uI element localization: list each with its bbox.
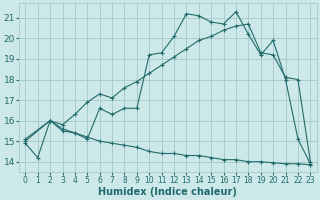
X-axis label: Humidex (Indice chaleur): Humidex (Indice chaleur) [98, 187, 237, 197]
